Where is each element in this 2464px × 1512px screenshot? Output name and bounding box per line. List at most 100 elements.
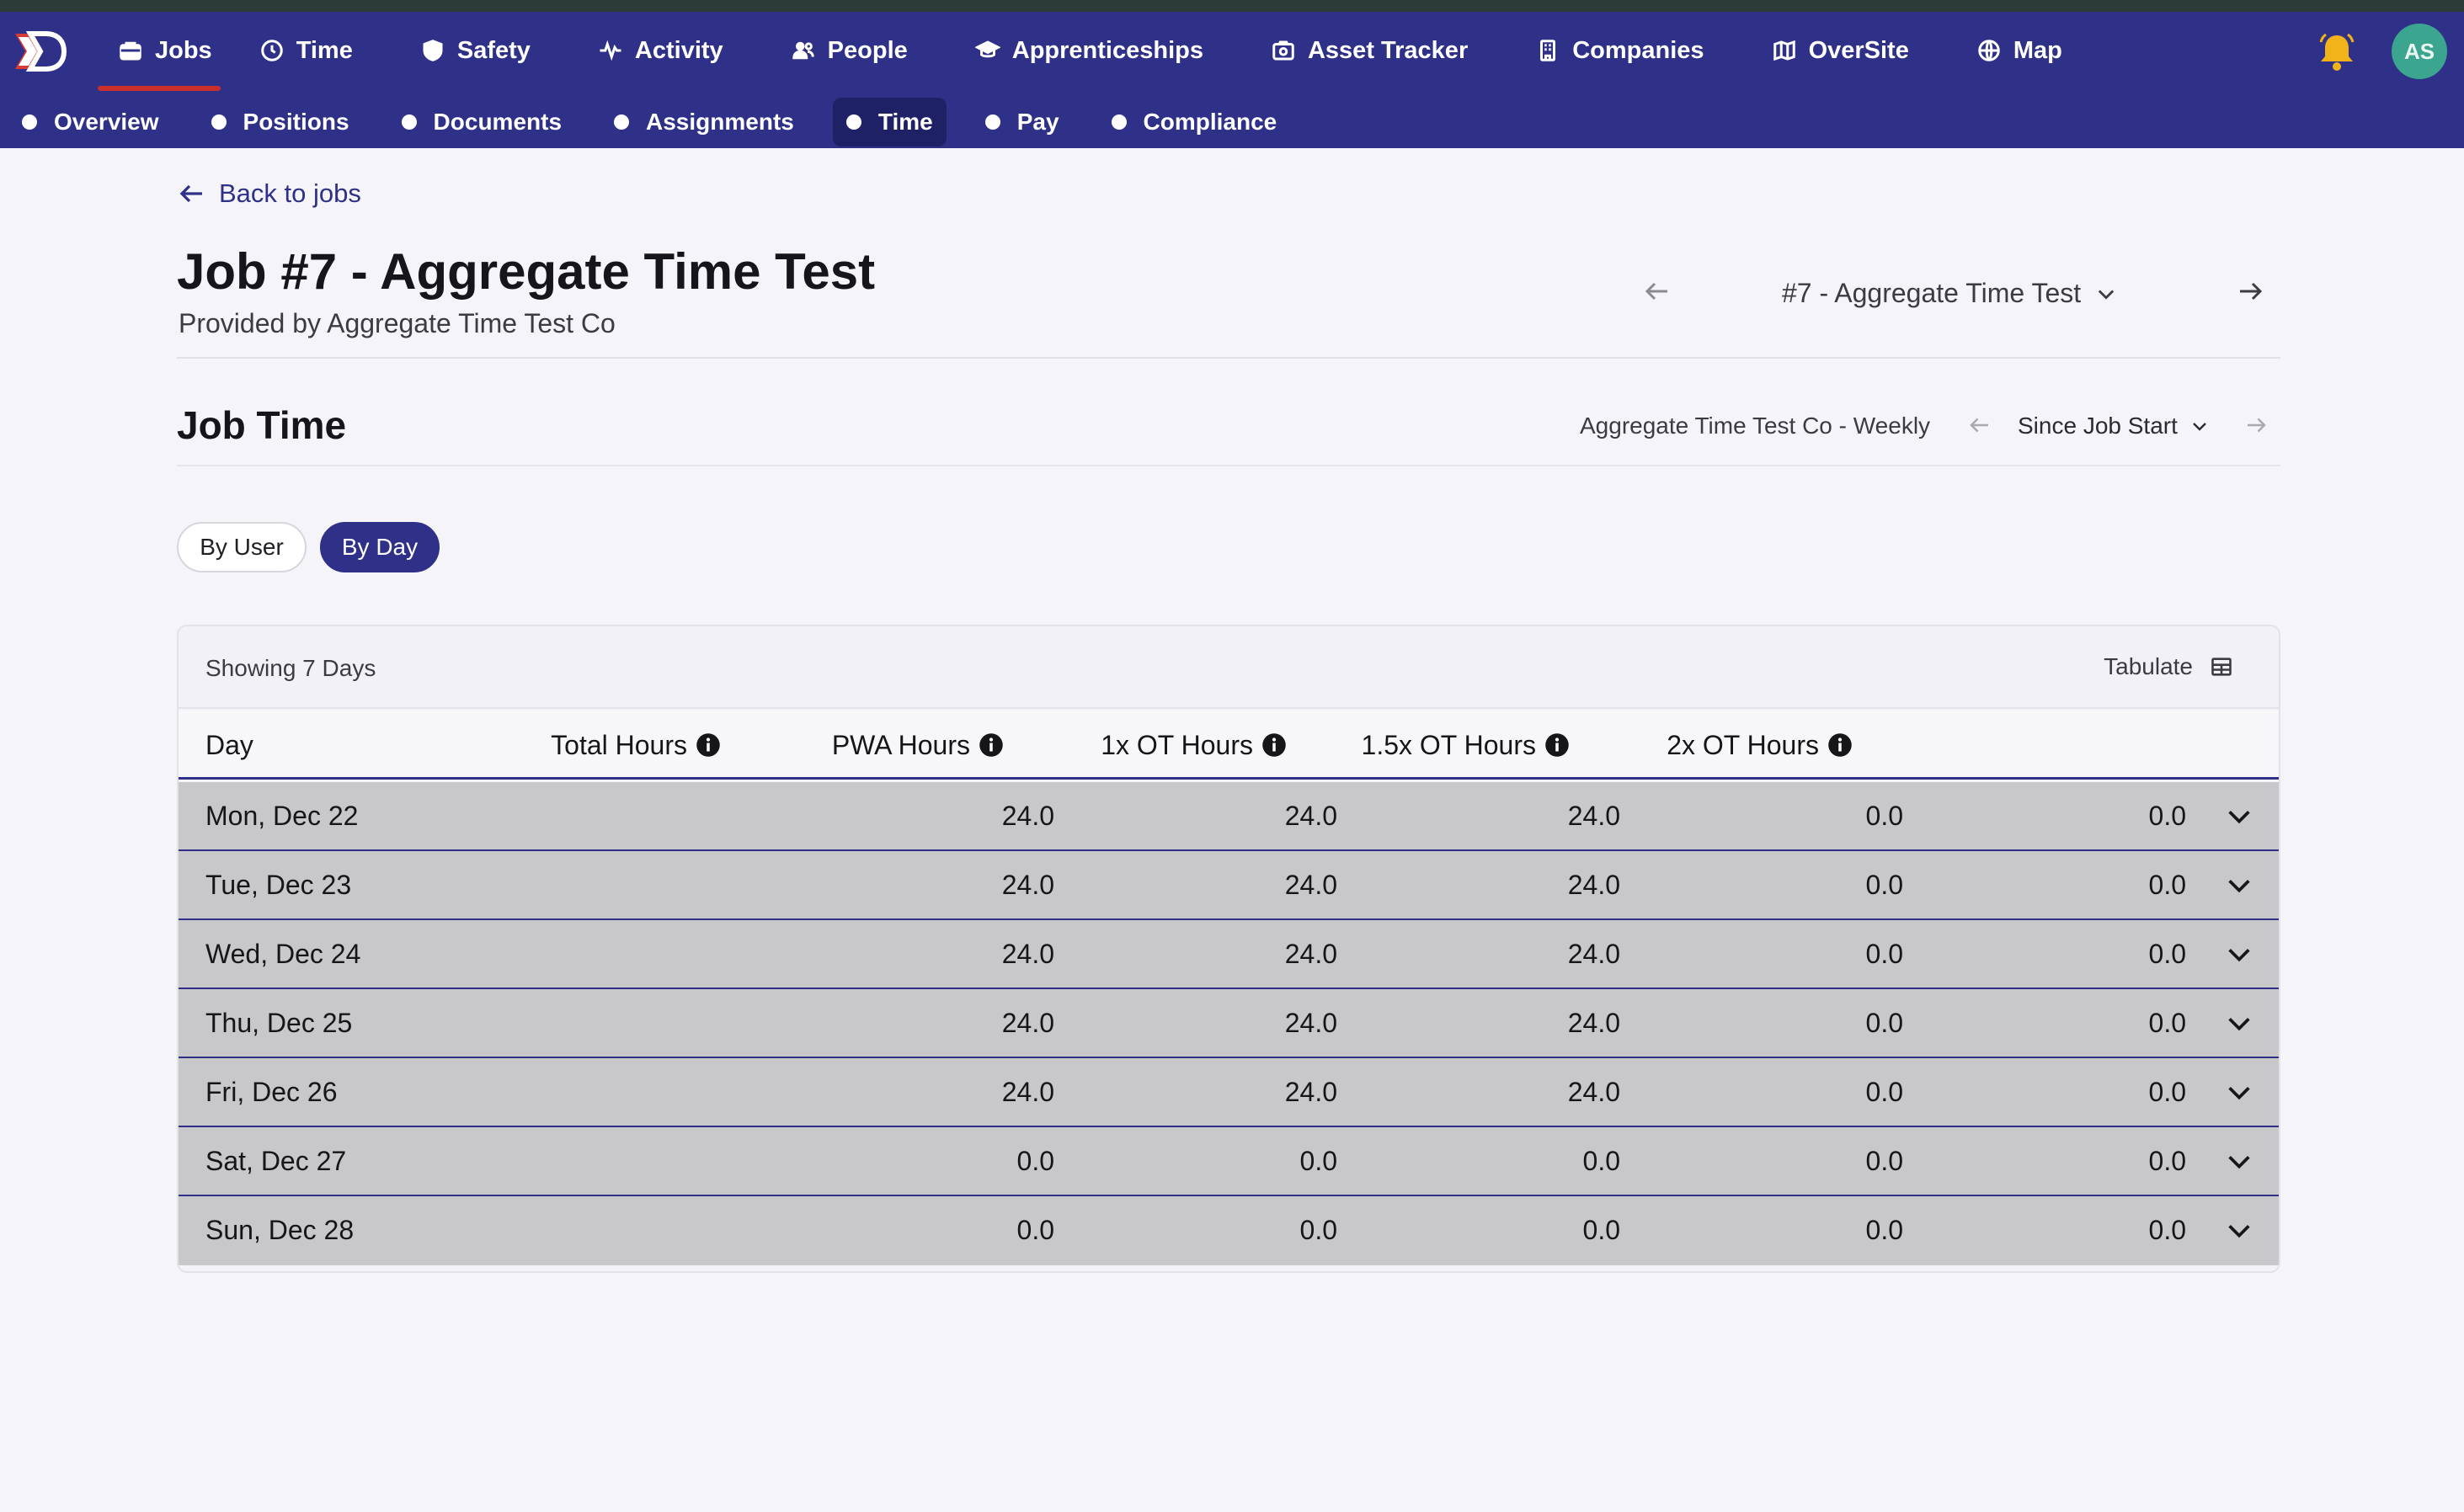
table-row[interactable]: Sat, Dec 27 0.0 0.0 0.0 0.0 0.0 bbox=[179, 1127, 2279, 1196]
subnav-item-pay[interactable]: Pay bbox=[972, 98, 1073, 146]
1-5x-ot-hours-cell: 0.0 bbox=[1865, 938, 1903, 969]
nav-item-safety[interactable]: Safety bbox=[420, 12, 531, 89]
subnav-item-label: Positions bbox=[243, 109, 349, 135]
previous-period-arrow-icon[interactable] bbox=[1967, 413, 1992, 438]
nav-item-activity[interactable]: Activity bbox=[598, 12, 723, 89]
subnav-item-label: Compliance bbox=[1143, 109, 1277, 135]
tabulate-label: Tabulate bbox=[2104, 653, 2193, 679]
column-header-1x-ot-hours[interactable]: 1x OT Hours bbox=[1101, 711, 1287, 780]
nav-item-time[interactable]: Time bbox=[259, 12, 353, 89]
chevron-down-icon[interactable] bbox=[2225, 940, 2253, 969]
chevron-down-icon[interactable] bbox=[2225, 802, 2253, 831]
back-to-jobs-link[interactable]: Back to jobs bbox=[177, 178, 361, 209]
2x-ot-hours-cell: 0.0 bbox=[2148, 1145, 2186, 1176]
briefcase-icon bbox=[120, 41, 141, 61]
info-icon[interactable] bbox=[1261, 732, 1287, 758]
chevron-down-icon[interactable] bbox=[2225, 1147, 2253, 1176]
table-row[interactable]: Tue, Dec 23 24.0 24.0 24.0 0.0 0.0 bbox=[179, 851, 2279, 920]
1x-ot-hours-cell: 24.0 bbox=[1567, 1076, 1620, 1107]
day-cell: Mon, Dec 22 bbox=[205, 800, 359, 831]
subnav-item-overview[interactable]: Overview bbox=[8, 98, 173, 146]
table-row[interactable]: Fri, Dec 26 24.0 24.0 24.0 0.0 0.0 bbox=[179, 1058, 2279, 1127]
map-fold-icon bbox=[1773, 40, 1795, 61]
users-icon bbox=[792, 41, 814, 60]
info-icon[interactable] bbox=[696, 732, 721, 758]
column-header-1-5x-ot-hours[interactable]: 1.5x OT Hours bbox=[1362, 711, 1570, 780]
total-hours-cell: 24.0 bbox=[1001, 800, 1054, 831]
nav-item-asset-tracker[interactable]: Asset Tracker bbox=[1271, 12, 1468, 89]
total-hours-cell: 24.0 bbox=[1001, 869, 1054, 900]
subnav-item-time[interactable]: Time bbox=[832, 98, 947, 146]
nav-item-people[interactable]: People bbox=[791, 12, 908, 89]
column-header-label: 2x OT Hours bbox=[1667, 729, 1819, 760]
table-row[interactable]: Wed, Dec 24 24.0 24.0 24.0 0.0 0.0 bbox=[179, 920, 2279, 989]
nav-item-companies[interactable]: Companies bbox=[1535, 12, 1704, 89]
top-navigation: Jobs Time Safety Activity People Apprent… bbox=[0, 12, 2464, 148]
subnav-item-positions[interactable]: Positions bbox=[198, 98, 363, 146]
chevron-down-icon[interactable] bbox=[2225, 1078, 2253, 1107]
column-header-2x-ot-hours[interactable]: 2x OT Hours bbox=[1667, 711, 1853, 780]
period-select-dropdown[interactable]: Since Job Start bbox=[2018, 413, 2210, 439]
total-hours-cell: 24.0 bbox=[1001, 938, 1054, 969]
column-header-label: 1.5x OT Hours bbox=[1361, 729, 1536, 760]
by-user-toggle[interactable]: By User bbox=[177, 522, 307, 572]
column-header-pwa-hours[interactable]: PWA Hours bbox=[832, 711, 1004, 780]
table-row[interactable]: Mon, Dec 22 24.0 24.0 24.0 0.0 0.0 bbox=[179, 782, 2279, 851]
section-title: Job Time bbox=[177, 403, 347, 447]
1-5x-ot-hours-cell: 0.0 bbox=[1865, 869, 1903, 900]
nav-item-label: Asset Tracker bbox=[1307, 36, 1469, 64]
nav-item-apprenticeships[interactable]: Apprenticeships bbox=[974, 12, 1203, 89]
1x-ot-hours-cell: 0.0 bbox=[1582, 1145, 1620, 1176]
subnav-item-label: Assignments bbox=[646, 109, 794, 135]
sub-nav: Overview Positions Documents Assignments… bbox=[8, 98, 1315, 146]
dot-icon bbox=[984, 114, 1000, 130]
column-header-total-hours[interactable]: Total Hours bbox=[551, 711, 721, 780]
subnav-item-compliance[interactable]: Compliance bbox=[1098, 98, 1291, 146]
pwa-hours-cell: 24.0 bbox=[1284, 869, 1337, 900]
info-icon[interactable] bbox=[979, 732, 1004, 758]
total-hours-cell: 24.0 bbox=[1001, 1076, 1054, 1107]
previous-job-arrow-icon[interactable] bbox=[1642, 276, 1672, 306]
1x-ot-hours-cell: 24.0 bbox=[1567, 938, 1620, 969]
2x-ot-hours-cell: 0.0 bbox=[2148, 1076, 2186, 1107]
day-cell: Tue, Dec 23 bbox=[205, 869, 352, 900]
table-row[interactable]: Thu, Dec 25 24.0 24.0 24.0 0.0 0.0 bbox=[179, 989, 2279, 1058]
1x-ot-hours-cell: 0.0 bbox=[1582, 1214, 1620, 1245]
nav-item-oversite[interactable]: OverSite bbox=[1772, 12, 1909, 89]
subnav-item-assignments[interactable]: Assignments bbox=[600, 98, 808, 146]
nav-item-map[interactable]: Map bbox=[1976, 12, 2062, 89]
header-divider bbox=[177, 357, 2280, 359]
next-period-arrow-icon[interactable] bbox=[2243, 413, 2269, 438]
job-select-dropdown[interactable]: #7 - Aggregate Time Test bbox=[1782, 278, 2118, 309]
table-row[interactable]: Sun, Dec 28 0.0 0.0 0.0 0.0 0.0 bbox=[179, 1196, 2279, 1265]
dot-icon bbox=[614, 114, 630, 130]
pwa-hours-cell: 24.0 bbox=[1284, 1076, 1337, 1107]
1x-ot-hours-cell: 24.0 bbox=[1567, 1007, 1620, 1038]
by-day-toggle[interactable]: By Day bbox=[320, 522, 440, 572]
globe-icon bbox=[1978, 40, 2000, 61]
bell-icon[interactable] bbox=[2317, 30, 2356, 72]
window-top-strip bbox=[0, 0, 2464, 12]
nav-item-label: Apprenticeships bbox=[1011, 36, 1203, 64]
2x-ot-hours-cell: 0.0 bbox=[2148, 938, 2186, 969]
chevron-down-icon[interactable] bbox=[2225, 1217, 2253, 1245]
chevron-down-icon[interactable] bbox=[2225, 871, 2253, 900]
tabulate-button[interactable]: Tabulate bbox=[2104, 653, 2233, 680]
1-5x-ot-hours-cell: 0.0 bbox=[1865, 1076, 1903, 1107]
next-job-arrow-icon[interactable] bbox=[2235, 276, 2265, 306]
column-header-label: Total Hours bbox=[551, 729, 687, 760]
nav-item-label: Time bbox=[296, 36, 353, 64]
info-icon[interactable] bbox=[1544, 732, 1570, 758]
column-header-day[interactable]: Day bbox=[205, 711, 253, 780]
period-select-value: Since Job Start bbox=[2018, 413, 2178, 439]
1-5x-ot-hours-cell: 0.0 bbox=[1865, 1007, 1903, 1038]
user-avatar[interactable]: AS bbox=[2392, 24, 2447, 79]
day-cell: Fri, Dec 26 bbox=[205, 1076, 338, 1107]
subnav-item-documents[interactable]: Documents bbox=[388, 98, 575, 146]
info-icon[interactable] bbox=[1827, 732, 1853, 758]
subnav-item-label: Overview bbox=[54, 109, 159, 135]
nav-item-jobs[interactable]: Jobs bbox=[98, 12, 221, 91]
app-logo-icon[interactable] bbox=[12, 30, 67, 72]
chevron-down-icon[interactable] bbox=[2225, 1009, 2253, 1038]
nav-item-label: OverSite bbox=[1808, 36, 1909, 64]
